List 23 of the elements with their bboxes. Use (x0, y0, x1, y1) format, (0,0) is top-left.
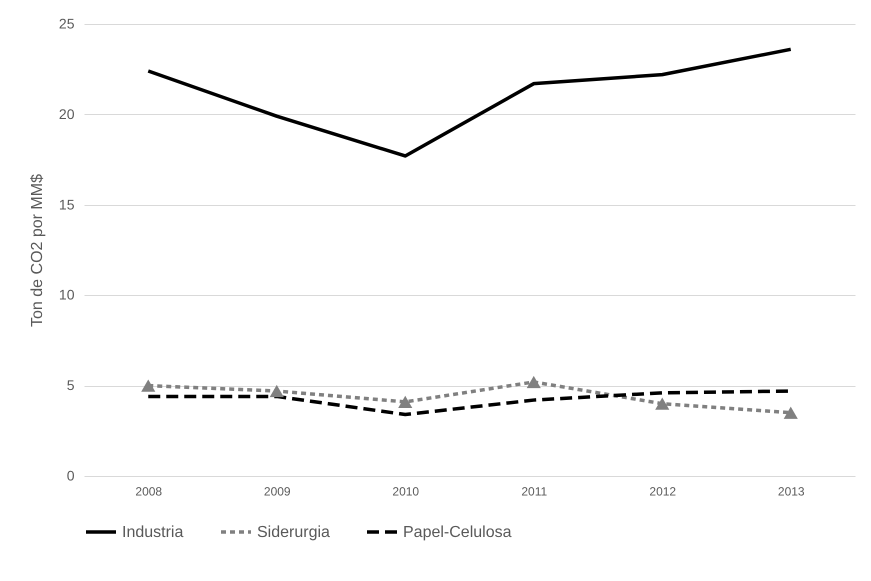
x-tick-label: 2013 (778, 484, 805, 498)
point (526, 376, 541, 388)
x-tick-label: 2010 (392, 484, 420, 498)
point (141, 379, 156, 392)
y-tick-label: 15 (58, 196, 75, 212)
y-tick-label: 5 (66, 377, 75, 394)
y-tick-label: 20 (58, 106, 75, 122)
x-tick-label: 2011 (521, 484, 548, 498)
y-tick-label: 0 (66, 468, 75, 484)
legend-label: Papel-Celulosa (403, 524, 512, 541)
y-tick-label: 25 (58, 16, 75, 32)
legend-label: Siderurgia (257, 524, 330, 541)
y-tick-label: 10 (58, 286, 75, 303)
x-tick-label: 2009 (264, 484, 291, 498)
point (655, 398, 670, 410)
legend-label: Industria (122, 524, 184, 541)
point (270, 384, 284, 398)
x-tick-label: 2012 (649, 484, 676, 498)
point (784, 406, 798, 419)
line-series (146, 48, 792, 158)
x-tick-label: 2008 (135, 484, 162, 498)
y-axis-title: Ton de CO2 por MM$ (28, 174, 46, 327)
point (398, 396, 412, 408)
